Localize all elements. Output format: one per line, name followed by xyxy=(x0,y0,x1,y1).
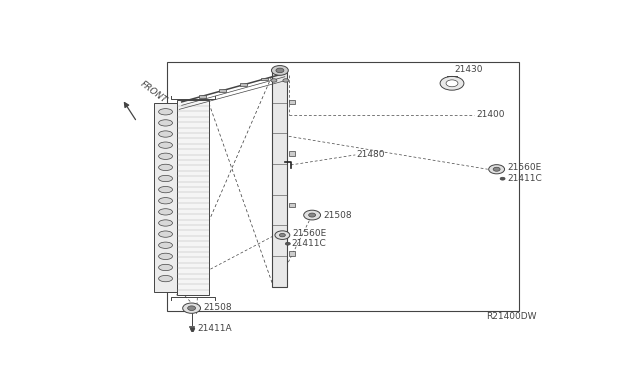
Circle shape xyxy=(308,213,316,217)
Ellipse shape xyxy=(159,253,173,260)
Ellipse shape xyxy=(159,275,173,282)
Text: 21508: 21508 xyxy=(323,211,351,219)
Text: 21480: 21480 xyxy=(356,150,385,160)
Circle shape xyxy=(493,167,500,171)
Text: 21508: 21508 xyxy=(204,302,232,311)
Ellipse shape xyxy=(159,231,173,237)
Bar xyxy=(240,83,247,86)
Bar xyxy=(289,251,295,256)
Circle shape xyxy=(182,303,200,313)
Ellipse shape xyxy=(159,142,173,148)
Text: 21411C: 21411C xyxy=(508,174,542,183)
Text: 21430: 21430 xyxy=(454,65,483,74)
Text: 21411C: 21411C xyxy=(292,239,326,248)
Bar xyxy=(289,100,295,104)
Circle shape xyxy=(446,80,458,87)
Text: 21400: 21400 xyxy=(477,110,506,119)
Text: R21400DW: R21400DW xyxy=(486,312,536,321)
Text: FRONT: FRONT xyxy=(138,79,168,105)
Text: 21560E: 21560E xyxy=(292,230,326,238)
Circle shape xyxy=(283,79,289,82)
Ellipse shape xyxy=(159,198,173,204)
Bar xyxy=(220,89,227,92)
Circle shape xyxy=(188,306,196,311)
Ellipse shape xyxy=(159,131,173,137)
Circle shape xyxy=(276,68,284,73)
Ellipse shape xyxy=(159,242,173,248)
Text: 21411A: 21411A xyxy=(198,324,232,333)
Bar xyxy=(260,78,268,80)
Bar xyxy=(154,103,177,292)
Ellipse shape xyxy=(159,153,173,160)
Circle shape xyxy=(285,242,291,245)
Ellipse shape xyxy=(159,209,173,215)
Ellipse shape xyxy=(159,175,173,182)
Circle shape xyxy=(500,177,505,180)
Ellipse shape xyxy=(159,109,173,115)
Circle shape xyxy=(271,79,277,82)
Ellipse shape xyxy=(159,120,173,126)
Bar xyxy=(289,203,295,207)
Bar xyxy=(199,95,206,97)
Circle shape xyxy=(280,233,285,237)
Bar xyxy=(177,100,209,295)
Bar xyxy=(289,151,295,156)
Bar xyxy=(167,62,519,311)
Ellipse shape xyxy=(159,164,173,170)
Circle shape xyxy=(275,231,290,240)
Circle shape xyxy=(271,65,289,75)
Ellipse shape xyxy=(159,264,173,270)
Circle shape xyxy=(440,76,464,90)
Bar xyxy=(273,72,287,287)
Circle shape xyxy=(489,165,504,174)
Ellipse shape xyxy=(159,220,173,226)
Ellipse shape xyxy=(159,186,173,193)
Text: 21560E: 21560E xyxy=(508,163,542,172)
Circle shape xyxy=(304,210,321,220)
